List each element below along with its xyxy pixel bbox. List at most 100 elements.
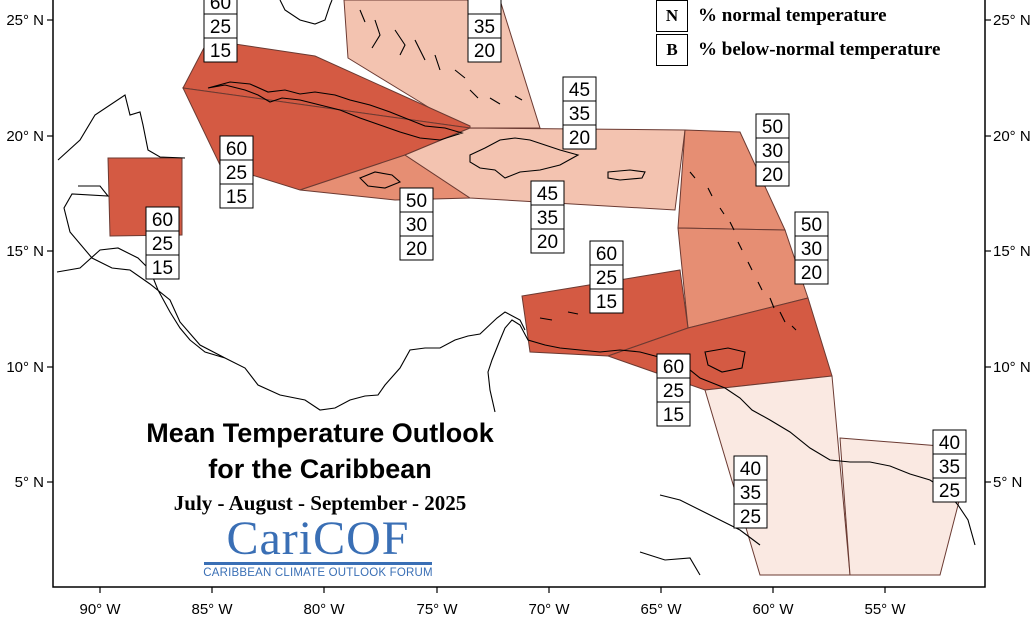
lon-tick-label: 90° W	[79, 601, 121, 618]
probability-cell	[219, 183, 254, 209]
caricof-logo-subtitle: CARIBBEAN CLIMATE OUTLOOK FORUM	[203, 567, 433, 579]
lat-tick-label: 15° N	[6, 243, 44, 260]
probability-cell	[755, 113, 790, 139]
probability-value: 15	[663, 405, 684, 426]
legend-item-below-normal: B % below-normal temperature	[656, 33, 940, 67]
probability-box-ne-caribbean: 45 35 20	[530, 180, 565, 254]
lon-tick-label: 60° W	[752, 601, 794, 618]
probability-value: 60	[210, 0, 231, 14]
probability-cell	[589, 264, 624, 290]
caricof-logo-wordmark: CariCOF	[226, 512, 410, 565]
probability-value: 20	[474, 41, 495, 62]
probability-value: 20	[537, 232, 558, 253]
probability-value: 50	[801, 215, 822, 236]
probability-value: 30	[406, 215, 427, 236]
probability-cell	[399, 235, 434, 261]
longitude-labels: 90° W 85° W 80° W 75° W 70° W 65° W 60° …	[79, 601, 906, 618]
probability-value: 35	[474, 17, 495, 38]
probability-cell	[562, 124, 597, 150]
probability-cell	[755, 161, 790, 187]
probability-value: 25	[152, 234, 173, 255]
probability-value: 45	[569, 80, 590, 101]
probability-value: 25	[663, 381, 684, 402]
lon-tick-label: 85° W	[191, 601, 233, 618]
lon-tick-label: 55° W	[864, 601, 906, 618]
probability-box-hispaniola-pr: 45 35 20	[562, 76, 597, 150]
caricof-logo-rule	[204, 562, 432, 565]
latitude-labels-right: 25° N 20° N 15° N 10° N 5° N	[993, 12, 1031, 491]
longitude-axis	[99, 587, 886, 593]
probability-value: 25	[210, 17, 231, 38]
probability-box-belize: 60 25 15	[145, 206, 180, 280]
coastline-lesser-antilles	[689, 171, 797, 331]
probability-value: 40	[939, 433, 960, 454]
coastline-south-america-north	[487, 319, 976, 576]
probability-cell	[530, 228, 565, 254]
probability-cell	[932, 453, 967, 479]
region-guyana[interactable]	[704, 375, 851, 576]
probability-cell	[219, 159, 254, 185]
probability-value: 35	[740, 483, 761, 504]
probability-box-guyana: 40 35 25	[733, 455, 768, 529]
probability-value: 25	[596, 268, 617, 289]
legend-item-normal: N % normal temperature	[656, 0, 887, 33]
probability-cell	[656, 353, 691, 379]
probability-cell	[219, 135, 254, 161]
forecast-period: July - August - September - 2025	[173, 491, 467, 515]
probability-value: 20	[801, 263, 822, 284]
lat-tick-label: 10° N	[6, 359, 44, 376]
probability-value: 40	[740, 459, 761, 480]
lat-tick-label: 5° N	[993, 474, 1022, 491]
lat-tick-label: 10° N	[993, 359, 1031, 376]
probability-value: 30	[762, 141, 783, 162]
probability-value: 15	[596, 292, 617, 313]
probability-box-trinidad-tobago: 60 25 15	[656, 353, 691, 427]
lon-tick-label: 80° W	[303, 601, 345, 618]
probability-value: 20	[406, 239, 427, 260]
probability-cell	[932, 429, 967, 455]
probability-value: 30	[801, 239, 822, 260]
lat-tick-label: 25° N	[993, 12, 1031, 29]
probability-box-cuba-cayman: 60 25 15	[219, 135, 254, 209]
probability-cell	[794, 235, 829, 261]
probability-cell	[145, 254, 180, 280]
coastline-mexico-central-america	[56, 94, 526, 411]
coastline-hispaniola	[469, 137, 580, 179]
probability-cell	[467, 13, 502, 39]
lon-tick-label: 65° W	[640, 601, 682, 618]
latitude-axis	[47, 19, 991, 483]
probability-value: 15	[226, 187, 247, 208]
latitude-labels-left: 25° N 20° N 15° N 10° N 5° N	[6, 12, 44, 491]
probability-cell	[203, 37, 238, 63]
probability-cell	[932, 477, 967, 503]
lon-tick-label: 75° W	[416, 601, 458, 618]
lat-tick-label: 5° N	[15, 474, 44, 491]
legend-label-normal: % normal temperature	[698, 5, 887, 26]
probability-cell	[589, 288, 624, 314]
probability-box-abc-islands: 60 25 15	[589, 240, 624, 314]
map-frame	[52, 0, 986, 588]
probability-cell	[530, 204, 565, 230]
caricof-logo: CariCOF CARIBBEAN CLIMATE OUTLOOK FORUM	[200, 512, 436, 580]
probability-cell	[562, 76, 597, 102]
probability-value: 60	[596, 244, 617, 265]
probability-value: 20	[569, 128, 590, 149]
probability-value: 25	[939, 481, 960, 502]
coastline-jamaica	[359, 171, 402, 189]
probability-box-leeward-islands: 50 30 20	[755, 113, 790, 187]
probability-value: 15	[152, 258, 173, 279]
probability-box-french-guiana: 40 35 25	[932, 429, 967, 503]
forecast-regions	[107, 0, 966, 576]
lat-tick-label: 15° N	[993, 243, 1031, 260]
probability-value: 35	[569, 104, 590, 125]
lat-tick-label: 25° N	[6, 12, 44, 29]
probability-value: 35	[939, 457, 960, 478]
probability-value: 60	[152, 210, 173, 231]
region-cuba-north[interactable]	[182, 39, 471, 129]
map-title-line1: Mean Temperature Outlook	[146, 418, 494, 448]
coastlines	[56, 0, 976, 576]
lon-tick-label: 70° W	[528, 601, 570, 618]
probability-cell	[467, 37, 502, 63]
